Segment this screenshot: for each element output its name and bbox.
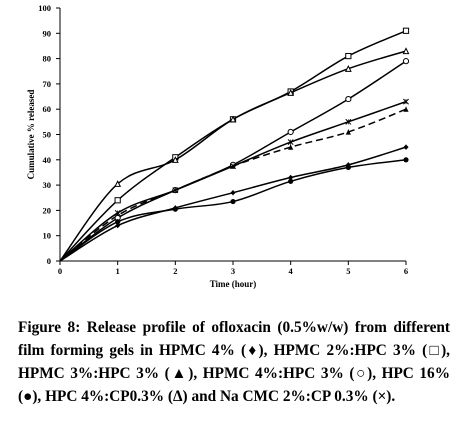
x-tick-label: 5 xyxy=(346,266,350,276)
data-point-triangle-open xyxy=(344,65,352,72)
data-point-cross xyxy=(230,163,236,170)
data-point-diamond xyxy=(288,174,294,181)
series-4 xyxy=(59,58,410,262)
data-point-triangle-open xyxy=(402,47,410,55)
x-tick-label: 2 xyxy=(173,266,177,276)
data-point-cross xyxy=(172,187,179,194)
y-tick-label: 20 xyxy=(43,205,52,215)
data-point-cross xyxy=(345,118,352,125)
data-point-triangle-open xyxy=(114,180,122,187)
y-tick-label: 10 xyxy=(43,231,52,241)
y-tick-label: 0 xyxy=(47,256,51,266)
series-line xyxy=(59,108,407,262)
series-line xyxy=(59,50,407,262)
x-tick-label: 1 xyxy=(116,266,120,276)
data-point-triangle xyxy=(403,106,409,112)
data-point-circle xyxy=(287,128,294,136)
y-tick-label: 80 xyxy=(43,54,52,64)
x-tick-label: 0 xyxy=(58,266,62,276)
series-line xyxy=(59,60,407,262)
y-tick-label: 100 xyxy=(38,3,51,13)
data-point-dot xyxy=(288,178,294,184)
data-point-diamond xyxy=(115,222,121,229)
axis-ticks: 0 10 20 30 40 50 60 70 80 90 100 0 1 2 3 4 5 6 xyxy=(38,3,408,276)
release-profile-chart: 0 10 20 30 40 50 60 70 80 90 100 0 1 2 3 4 5 6 Time (hour… xyxy=(26,3,410,289)
data-point-cross xyxy=(114,209,121,216)
data-point-circle xyxy=(402,58,410,65)
plot-area: 0 10 20 30 40 50 60 70 80 90 100 0 1 2 3 4 5 6 xyxy=(38,3,410,276)
x-tick-label: 4 xyxy=(289,266,294,276)
data-point-square xyxy=(345,52,352,60)
x-tick-label: 3 xyxy=(231,266,235,276)
data-point-diamond xyxy=(230,190,236,196)
y-tick-label: 40 xyxy=(43,155,52,165)
x-axis-label: Time (hour) xyxy=(210,279,257,289)
series-7 xyxy=(59,98,409,262)
y-tick-label: 60 xyxy=(43,104,52,114)
series-line xyxy=(59,30,407,262)
data-series xyxy=(59,27,410,262)
series-5 xyxy=(59,157,409,262)
figure-caption: Figure 8: Release profile of ofloxacin (… xyxy=(18,319,450,405)
data-point-cross xyxy=(287,139,294,146)
data-point-circle xyxy=(345,95,352,103)
data-point-triangle-open xyxy=(171,156,179,163)
y-tick-label: 30 xyxy=(43,180,52,190)
x-tick-label: 6 xyxy=(404,266,408,276)
data-point-diamond xyxy=(403,144,409,150)
data-point-triangle xyxy=(288,144,294,150)
series-line xyxy=(59,159,407,262)
data-point-triangle-open xyxy=(287,89,295,96)
data-point-triangle xyxy=(345,129,351,135)
data-point-square xyxy=(114,197,121,204)
series-line xyxy=(59,100,407,262)
y-tick-label: 70 xyxy=(43,79,52,89)
series-3 xyxy=(59,106,409,262)
series-6 xyxy=(59,47,410,262)
data-point-dot xyxy=(230,198,236,205)
data-point-dot xyxy=(345,164,351,170)
data-point-triangle-open xyxy=(229,115,237,123)
y-tick-label: 90 xyxy=(43,28,52,38)
y-axis-label: Cumulative % released xyxy=(26,90,36,180)
data-point-dot xyxy=(115,219,121,225)
y-tick-label: 50 xyxy=(43,130,52,140)
series-2 xyxy=(59,27,410,262)
data-point-dot xyxy=(172,206,178,212)
data-point-square xyxy=(402,27,410,34)
data-point-cross xyxy=(403,98,409,105)
data-point-dot xyxy=(403,157,409,163)
